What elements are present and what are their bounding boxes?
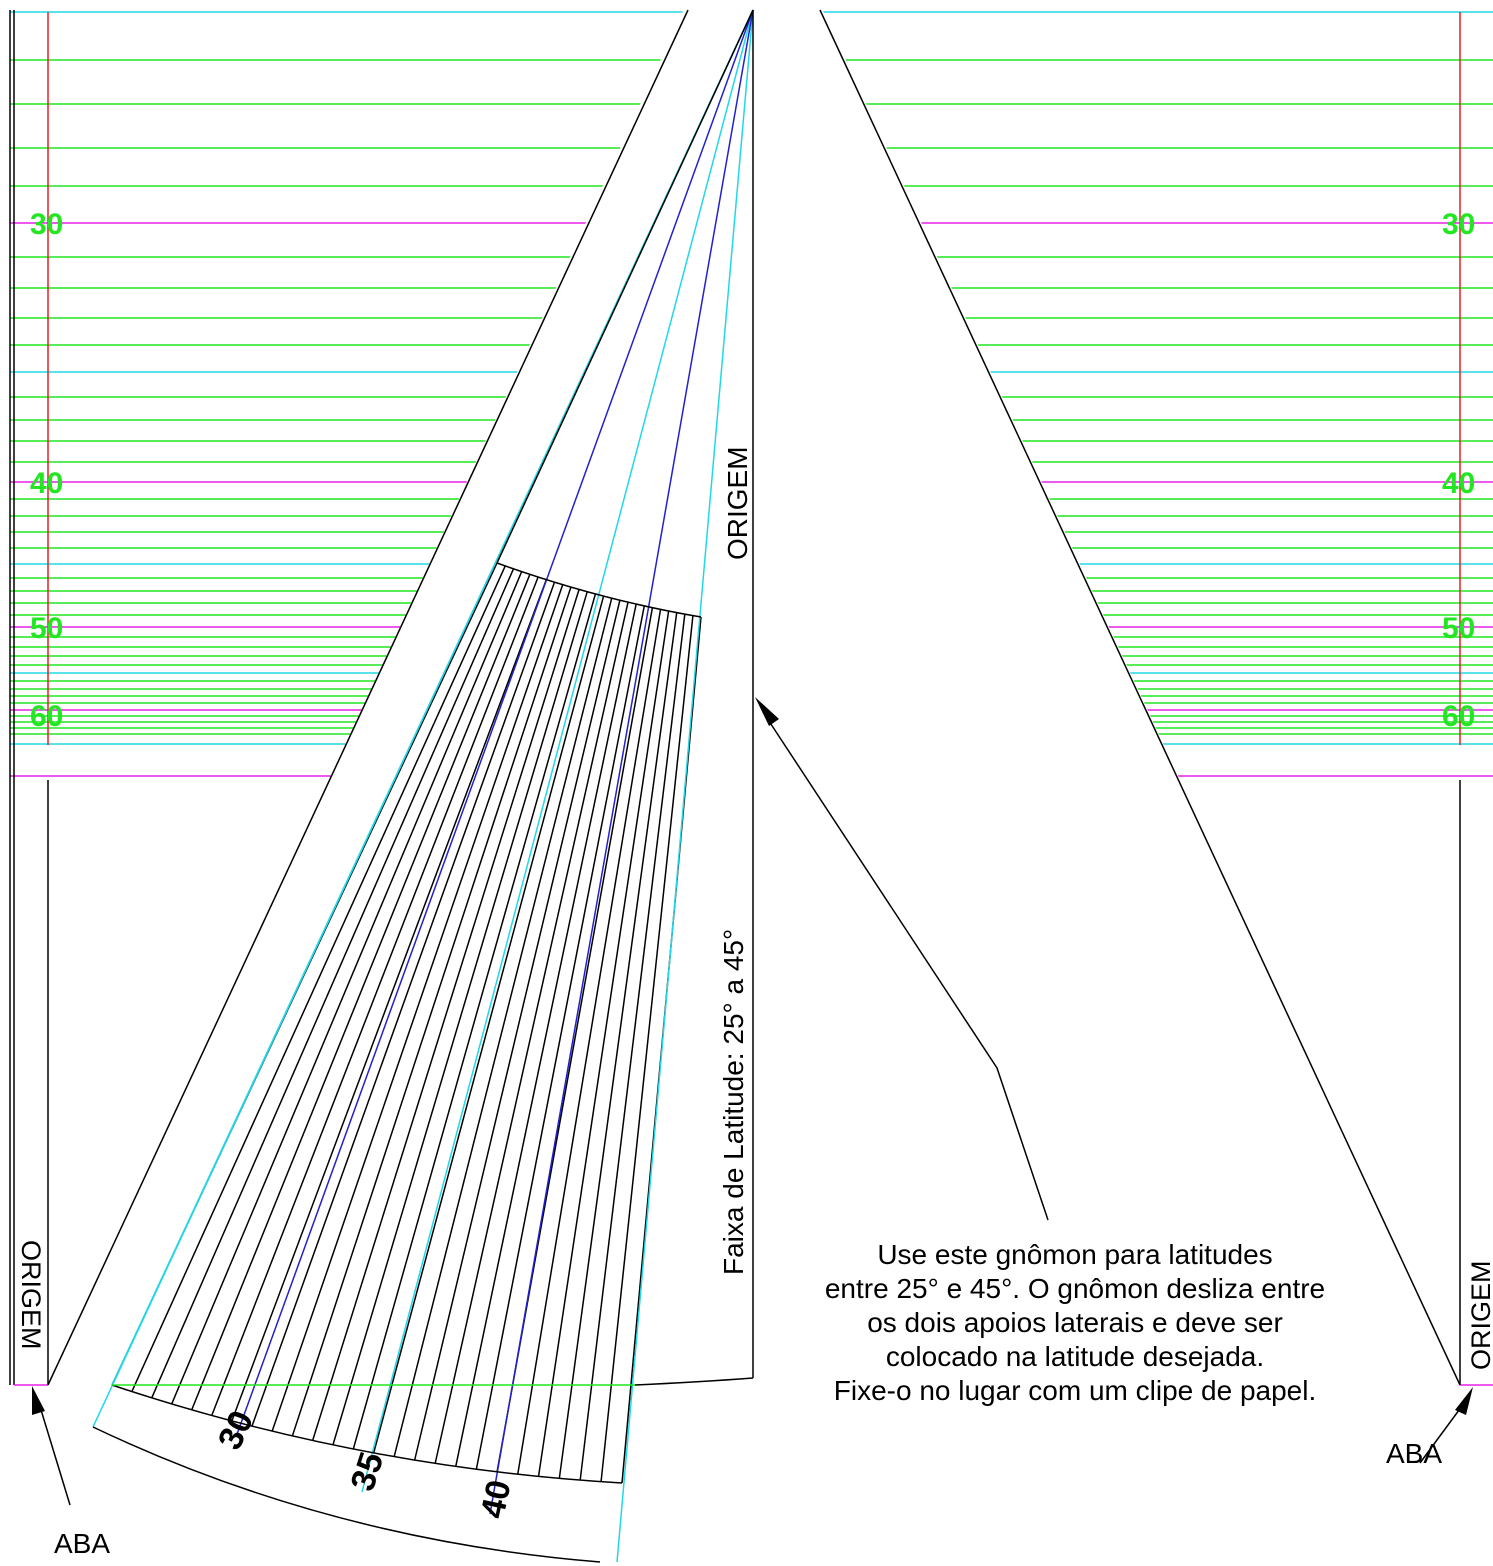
fan-blue-ray — [235, 9, 754, 1438]
fan-ray — [291, 586, 572, 1437]
fan-ray — [171, 571, 523, 1405]
instructions-text-block: Use este gnômon para latitudes entre 25°… — [760, 1238, 1390, 1408]
gnomon-fan: 30 35 40 ORIGEM Faixa de Latitude: 25° a… — [92, 9, 754, 1563]
left-label-60: 60 — [30, 700, 63, 733]
fan-ray — [475, 605, 646, 1470]
fan-ray — [600, 615, 694, 1482]
fan-ray — [311, 589, 580, 1441]
fan-ray — [517, 609, 662, 1475]
fan-ray — [537, 610, 670, 1477]
fan-lines — [92, 9, 754, 1563]
fan-ray — [455, 603, 637, 1467]
left-label-30: 30 — [30, 208, 63, 241]
fan-scale-arc-inner — [111, 1384, 623, 1484]
instructions-line: colocado na latitude desejada. — [885, 1341, 1265, 1372]
left-tab-label: ABA — [54, 1528, 110, 1559]
left-scale-lines — [10, 11, 688, 777]
fan-ray — [211, 576, 539, 1416]
instructions-line: Fixe-o no lugar com um clipe de papel. — [833, 1375, 1317, 1406]
callout-arrowhead — [755, 697, 779, 726]
fan-scale-arc-outer — [92, 1426, 601, 1563]
fan-cyan-ray — [361, 9, 754, 1493]
right-tab-arrowhead — [1455, 1387, 1473, 1415]
fan-ray — [352, 593, 597, 1450]
left-scale-panel: 30 40 50 60 ORIGEM ABA — [9, 10, 688, 1559]
left-label-50: 50 — [30, 612, 63, 645]
fan-blue-ray — [489, 9, 754, 1515]
instructions-line: Use este gnômon para latitudes — [877, 1239, 1273, 1270]
fan-ray-upper — [496, 9, 754, 564]
left-diagonal-edge — [47, 9, 689, 1386]
fan-ray — [271, 584, 564, 1432]
gnomon-origin-label: ORIGEM — [722, 446, 753, 560]
fan-upper-arc — [496, 562, 702, 618]
fan-ray — [413, 600, 621, 1461]
right-tab-label: ABA — [1386, 1438, 1442, 1469]
fan-ray — [251, 581, 556, 1427]
instructions-line: os dois apoios laterais e deve ser — [867, 1307, 1283, 1338]
fan-ray — [579, 614, 686, 1481]
fan-ray — [558, 612, 678, 1479]
fan-ray — [131, 565, 506, 1392]
right-diagonal-edge — [819, 9, 1461, 1386]
right-origin-label: ORIGEM — [1466, 1260, 1493, 1370]
right-label-30: 30 — [1442, 208, 1475, 241]
left-scale-labels: 30 40 50 60 — [30, 208, 63, 733]
fan-ray — [151, 568, 515, 1399]
fan-cyan-ray — [616, 9, 754, 1563]
right-label-50: 50 — [1442, 612, 1475, 645]
left-origin-label: ORIGEM — [16, 1240, 46, 1350]
right-label-40: 40 — [1442, 467, 1475, 500]
fan-ray — [372, 595, 605, 1454]
right-scale-lines — [818, 11, 1493, 777]
latitude-range-label: Faixa de Latitude: 25° a 45° — [718, 929, 749, 1275]
fan-ray — [191, 574, 531, 1411]
fan-ray — [434, 602, 629, 1464]
fan-label-40: 40 — [474, 1477, 519, 1522]
fan-ray — [231, 579, 548, 1422]
fan-ray — [393, 597, 613, 1457]
left-label-40: 40 — [30, 467, 63, 500]
left-tab-arrowhead — [32, 1386, 45, 1415]
instructions-line: entre 25° e 45°. O gnômon desliza entre — [824, 1273, 1326, 1304]
right-label-60: 60 — [1442, 700, 1475, 733]
callout-arrow — [755, 697, 1049, 1221]
fan-label-30: 30 — [211, 1405, 261, 1455]
right-scale-labels: 30 40 50 60 — [1442, 208, 1475, 733]
fan-ray — [332, 591, 588, 1446]
